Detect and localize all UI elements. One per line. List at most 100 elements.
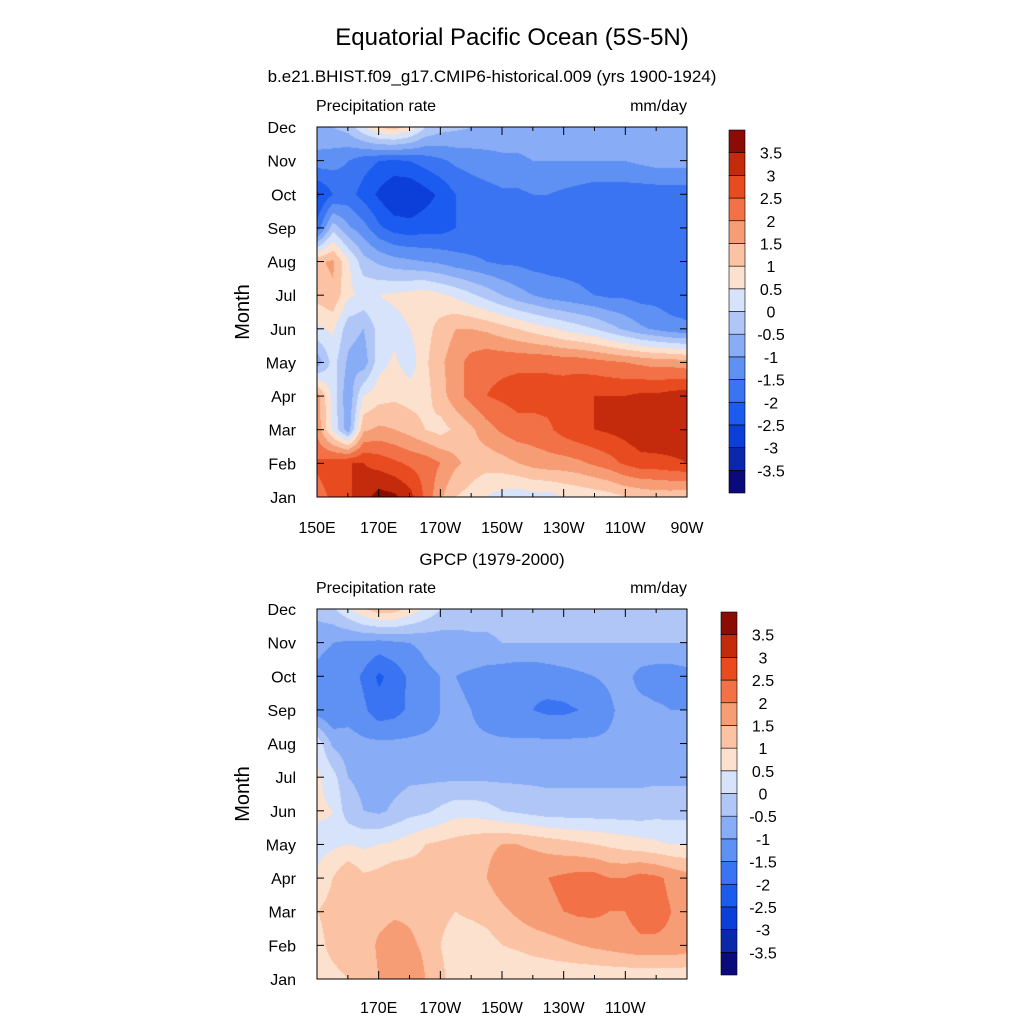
x-tick-label: 150E [298,520,335,537]
colorbar-label: 1 [759,741,768,758]
y-tick-label: Jul [276,288,296,305]
colorbar-label: -3 [756,923,770,940]
y-tick-label: Sep [268,703,297,720]
y-tick-label: Jan [270,490,296,507]
colorbar-box [720,770,738,794]
y-tick-label: Dec [268,120,296,137]
y-tick-label: Aug [268,255,296,272]
colorbar-box [720,725,738,749]
y-tick-label: Feb [268,456,296,473]
colorbar-label: 0 [759,787,768,804]
colorbar-box [728,129,746,153]
colorbar-box [720,634,738,658]
colorbar-label: 1 [767,259,776,276]
y-tick-label: Jun [270,322,296,339]
colorbar-box [720,679,738,704]
colorbar-box [720,815,738,840]
colorbar-label: 1.5 [760,236,782,253]
colorbar-box [720,929,738,953]
y-tick-label: Aug [268,737,296,754]
y-tick-label: Apr [271,871,297,888]
colorbar-label: 1.5 [752,718,774,735]
colorbar-box [720,657,738,681]
figure-title: Equatorial Pacific Ocean (5S-5N) [335,24,688,51]
colorbar-label: 0.5 [752,764,774,781]
y-axis-label: Month [232,766,254,822]
x-tick-label: 170W [419,1000,462,1017]
y-tick-label: Dec [268,602,296,619]
colorbar-label: -1 [756,832,770,849]
contour-field-2 [317,609,687,979]
y-tick-label: Nov [268,636,296,653]
colorbar-box [728,424,746,448]
x-tick-label: 110W [605,1000,647,1017]
colorbar-box [720,702,738,726]
colorbar-label: -2.5 [757,418,785,435]
y-tick-label: May [266,837,296,854]
colorbar-label: -1.5 [749,855,777,872]
colorbar-box [720,838,738,862]
colorbar-label: -0.5 [749,809,777,826]
colorbar-box [720,883,738,908]
panel-right-label: mm/day [630,580,687,597]
y-tick-label: Nov [268,154,296,171]
colorbar-box [728,333,746,358]
y-tick-label: Sep [268,221,297,238]
colorbar-label: -3.5 [757,463,785,480]
x-tick-label: 130W [543,520,586,537]
y-tick-label: Feb [268,938,296,955]
colorbar-box [728,220,746,244]
panel-left-label: Precipitation rate [316,580,436,597]
colorbar-box [720,747,738,772]
y-tick-label: Jan [270,972,296,989]
y-tick-label: Jul [276,770,296,787]
x-tick-label: 150W [481,520,524,537]
colorbar-label: 3 [759,650,768,667]
y-tick-label: Mar [268,905,296,922]
colorbar-box [720,861,738,885]
colorbar-label: 0 [767,305,776,322]
x-tick-label: 170W [419,520,462,537]
colorbar-box [728,401,746,426]
colorbar-label: -2 [764,395,778,412]
colorbar-label: 3.5 [760,146,782,163]
colorbar-label: 2 [759,696,768,713]
colorbar-box [728,197,746,222]
colorbar-box [728,152,746,176]
colorbar-label: -3.5 [749,945,777,962]
colorbar-box [728,175,746,199]
y-tick-label: Oct [271,669,296,686]
panel-right-label: mm/day [630,98,687,115]
x-tick-label: 110W [605,520,647,537]
x-tick-label: 150W [481,1000,524,1017]
colorbar-box [720,611,738,635]
colorbar-box [728,356,746,380]
colorbar-label: 3 [767,168,776,185]
colorbar-box [728,265,746,290]
y-axis-label: Month [232,284,254,340]
y-tick-label: May [266,355,296,372]
colorbar-box [728,243,746,267]
x-tick-label: 170E [360,520,397,537]
colorbar-label: -3 [764,441,778,458]
colorbar-box [720,906,738,930]
colorbar-label: 2.5 [752,673,774,690]
colorbar-label: -2.5 [749,900,777,917]
colorbar-box [728,288,746,312]
colorbar-box [728,379,746,403]
x-tick-label: 130W [543,1000,586,1017]
colorbar-box [720,793,738,817]
y-tick-label: Apr [271,389,297,406]
colorbar-label: 3.5 [752,628,774,645]
x-tick-label: 90W [671,520,705,537]
y-tick-label: Jun [270,804,296,821]
y-tick-label: Mar [268,423,296,440]
y-tick-label: Oct [271,187,296,204]
colorbar-box [728,447,746,471]
colorbar-box [728,470,746,494]
colorbar-label: 2.5 [760,191,782,208]
colorbar-label: -2 [756,877,770,894]
panel-left-label: Precipitation rate [316,98,436,115]
